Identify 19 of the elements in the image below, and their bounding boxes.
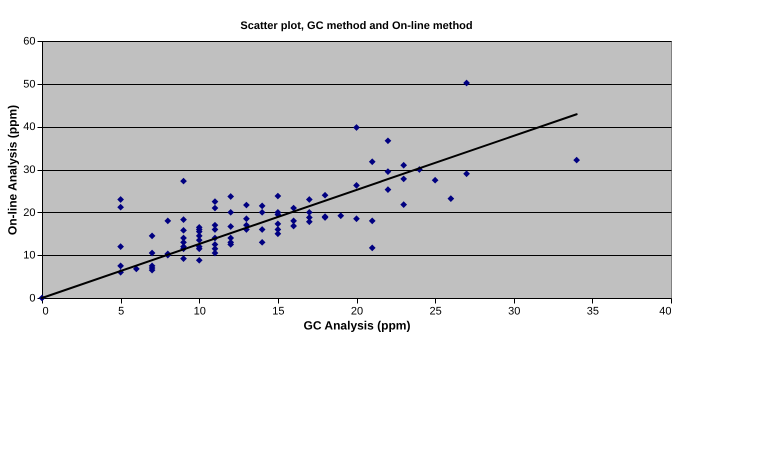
y-tick-label: 40 bbox=[23, 121, 36, 134]
x-tick-label: 10 bbox=[194, 306, 206, 318]
x-tick-label: 30 bbox=[508, 306, 520, 318]
x-tick-label: 5 bbox=[118, 306, 124, 318]
x-tick-label: 15 bbox=[272, 306, 284, 318]
chart-title: Scatter plot, GC method and On-line method bbox=[240, 20, 473, 32]
y-tick-label: 20 bbox=[23, 206, 36, 219]
x-tick-label: 0 bbox=[42, 306, 49, 318]
y-axis-title: On-line Analysis (ppm) bbox=[5, 104, 20, 236]
x-tick-label: 25 bbox=[430, 306, 442, 318]
y-tick-label: 60 bbox=[23, 36, 36, 48]
x-axis-title: GC Analysis (ppm) bbox=[304, 318, 410, 332]
x-tick-label: 35 bbox=[586, 306, 599, 318]
x-tick-label: 20 bbox=[350, 306, 364, 318]
y-tick-label: 0 bbox=[29, 292, 36, 304]
y-tick-label: 10 bbox=[23, 250, 36, 262]
x-tick-label: 40 bbox=[659, 306, 672, 318]
y-tick-label: 50 bbox=[23, 78, 36, 90]
y-tick-label: 30 bbox=[23, 164, 36, 176]
